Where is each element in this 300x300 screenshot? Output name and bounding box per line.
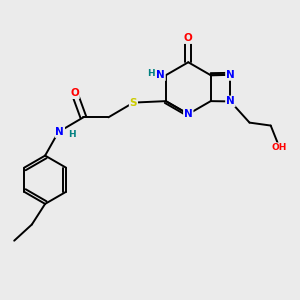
Text: N: N	[226, 96, 235, 106]
Text: N: N	[156, 70, 165, 80]
Text: N: N	[226, 70, 235, 80]
Text: N: N	[56, 127, 64, 137]
Text: H: H	[147, 69, 154, 78]
Text: OH: OH	[272, 143, 287, 152]
Text: O: O	[184, 33, 193, 43]
Text: O: O	[70, 88, 79, 98]
Text: N: N	[184, 109, 193, 119]
Text: H: H	[68, 130, 75, 140]
Text: S: S	[130, 98, 137, 108]
